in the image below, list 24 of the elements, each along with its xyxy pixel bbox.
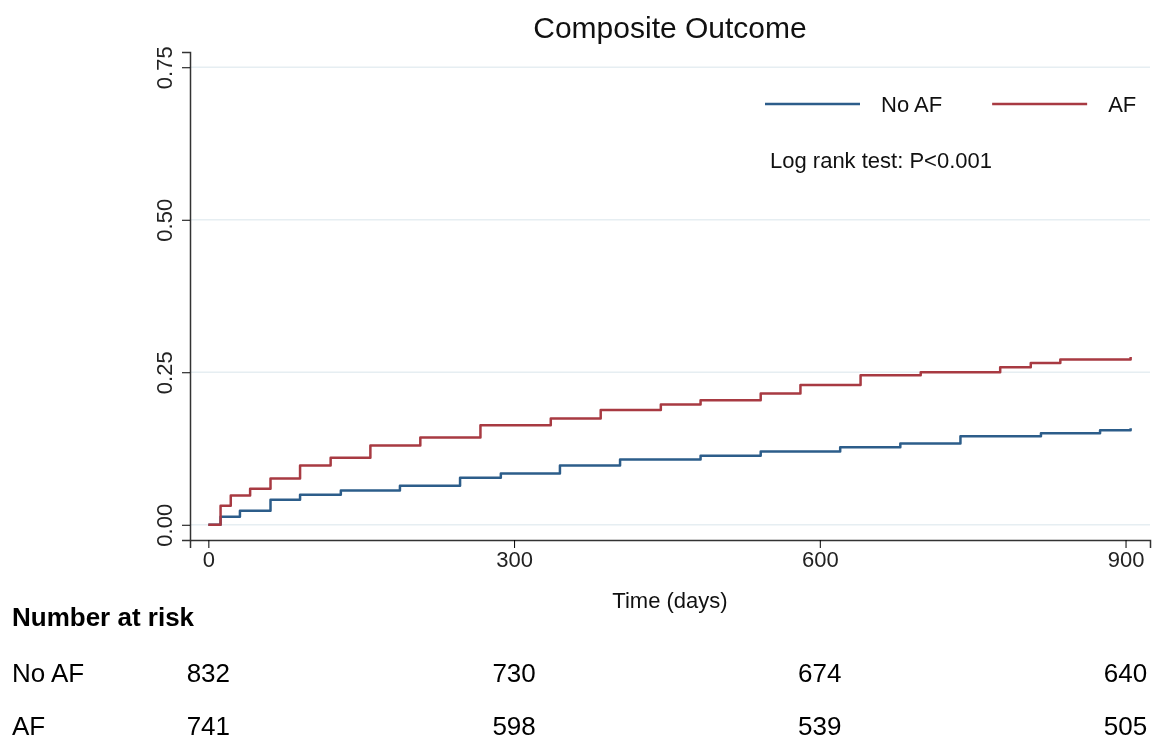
legend-label: No AF <box>881 92 943 117</box>
text: Number at risk <box>12 602 195 632</box>
x-tick-label: 600 <box>801 546 839 572</box>
text: 741 <box>186 711 231 741</box>
y-tick-label: 0.25 <box>152 351 178 395</box>
legend-label: AF <box>1108 92 1137 117</box>
x-tick-label: 300 <box>496 546 533 572</box>
y-tick-label: 0.50 <box>152 198 178 242</box>
text: 598 <box>492 711 536 741</box>
text: 730 <box>492 658 536 688</box>
x-tick-label: 900 <box>1107 546 1145 572</box>
x-axis-title: Time (days) <box>612 588 728 613</box>
text: AF <box>12 711 46 741</box>
chart-title: Composite Outcome <box>533 11 807 44</box>
text: 505 <box>1103 711 1148 741</box>
x-tick-label: 0 <box>202 546 215 572</box>
y-tick-label: 0.00 <box>152 503 178 547</box>
text: 539 <box>798 711 842 741</box>
annotation: Log rank test: P<0.001 <box>770 148 992 173</box>
text: 674 <box>798 658 842 688</box>
y-tick-label: 0.75 <box>152 46 178 90</box>
text: 832 <box>186 658 231 688</box>
text: No AF <box>12 658 85 688</box>
text: 640 <box>1103 658 1148 688</box>
